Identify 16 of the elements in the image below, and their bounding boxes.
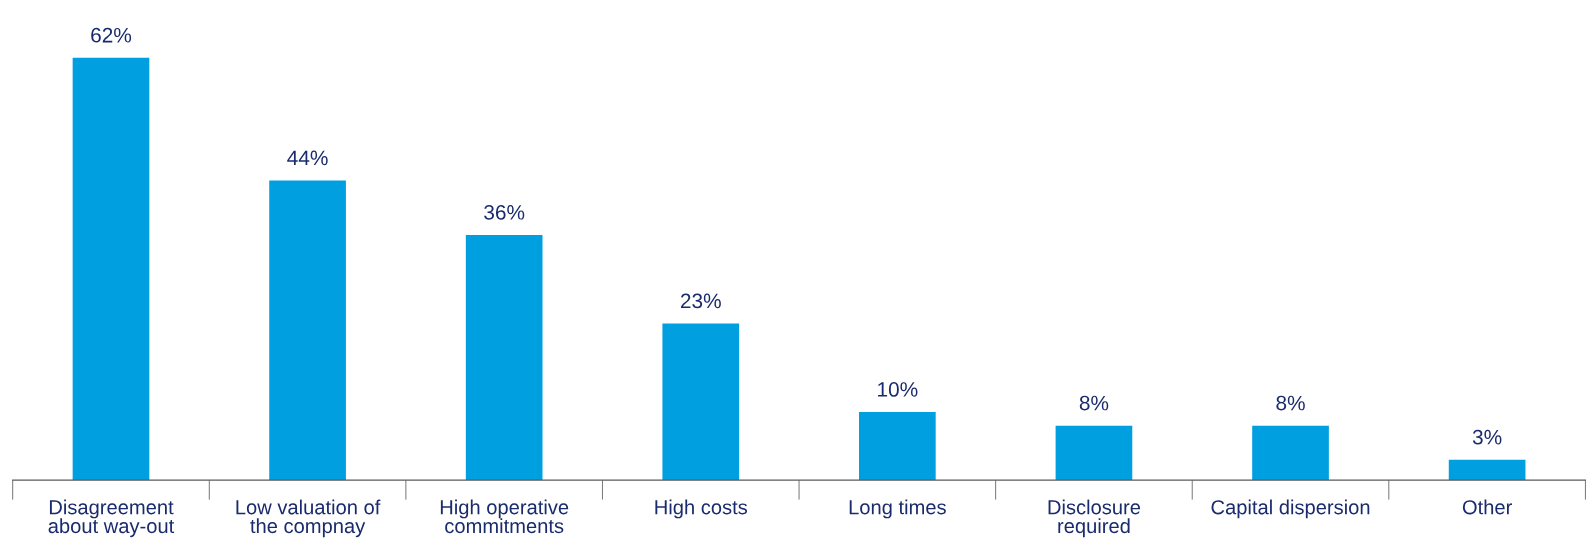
data-label: 62% bbox=[91, 27, 132, 43]
data-label: 44% bbox=[287, 150, 328, 166]
x-tick-label: High operative commitments bbox=[440, 499, 569, 534]
x-tick-label: Disclosure required bbox=[1048, 499, 1141, 538]
data-label: 8% bbox=[1276, 395, 1305, 411]
x-tick-label: Long times bbox=[849, 499, 946, 519]
x-tick-label: High costs bbox=[655, 499, 748, 519]
data-label: 3% bbox=[1472, 429, 1502, 445]
data-label: 10% bbox=[878, 382, 918, 397]
x-tick-label: Low valuation of the compnay bbox=[236, 499, 381, 538]
x-tick-label: Capital dispersion bbox=[1211, 499, 1370, 519]
x-tick-label: Other bbox=[1462, 499, 1512, 515]
data-label: 23% bbox=[680, 293, 721, 309]
x-tick-label: Disagreement about way-out bbox=[48, 499, 175, 538]
data-label: 36% bbox=[484, 204, 525, 220]
data-label: 8% bbox=[1079, 395, 1109, 411]
